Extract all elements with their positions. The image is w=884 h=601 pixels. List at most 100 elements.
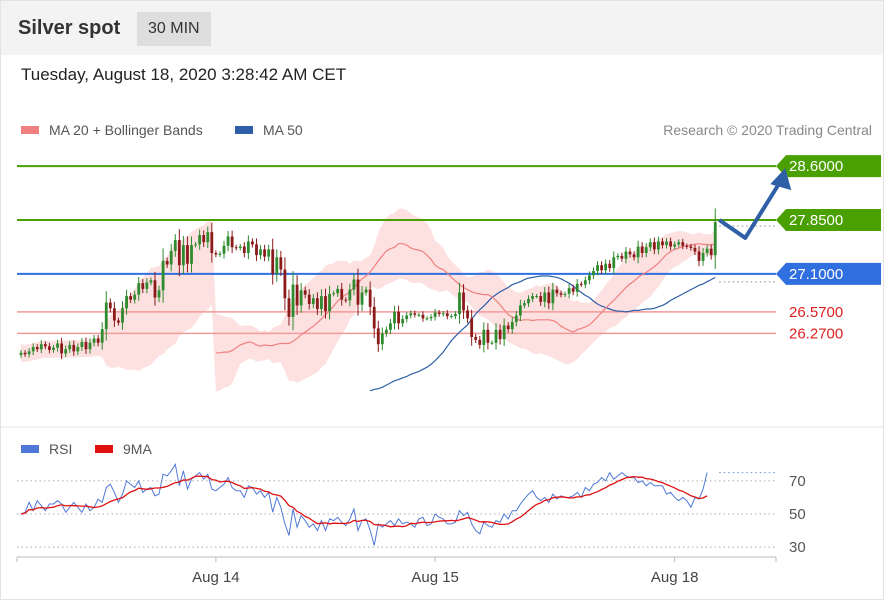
ma50-legend-label: MA 50 — [263, 122, 303, 138]
candle-body — [157, 290, 161, 298]
candle-body — [474, 337, 478, 340]
candle-body — [332, 293, 336, 295]
candle-body — [543, 292, 547, 302]
timestamp: Tuesday, August 18, 2020 3:28:42 AM CET — [21, 65, 347, 84]
candle-body — [535, 296, 539, 298]
rsi-tick-label: 50 — [789, 506, 806, 523]
ma50-legend-swatch — [235, 126, 253, 134]
candle-body — [567, 288, 571, 294]
candle-body — [210, 232, 214, 253]
ma9-legend-label: 9MA — [123, 441, 152, 457]
candle-body — [401, 319, 405, 324]
candle-body — [230, 236, 234, 248]
candle-body — [129, 296, 133, 300]
candle-body — [19, 352, 23, 355]
candle-body — [588, 275, 591, 281]
candle-body — [360, 292, 364, 305]
candle-body — [510, 321, 514, 330]
candle-body — [669, 241, 672, 247]
candle-body — [194, 244, 197, 246]
candle-body — [226, 236, 230, 246]
candle-body — [251, 241, 254, 245]
projection-arrow — [718, 168, 792, 283]
candle-body — [376, 328, 380, 345]
candle-body — [701, 253, 705, 261]
candle-body — [490, 342, 494, 344]
pivot-label: 27.1000 — [789, 266, 843, 283]
candle-body — [299, 290, 303, 306]
candle-body — [539, 296, 543, 302]
candle-body — [644, 247, 648, 253]
candle-body — [665, 241, 668, 246]
candle-body — [470, 318, 474, 337]
candle-body — [429, 316, 433, 319]
candle-body — [632, 254, 636, 258]
resistance-label-1: 28.6000 — [789, 158, 843, 175]
candle-body — [125, 296, 128, 309]
candle-body — [458, 292, 461, 315]
candle-body — [35, 347, 39, 350]
candle-body — [52, 347, 55, 350]
timeframe-badge[interactable]: 30 MIN — [137, 12, 211, 46]
candle-body — [604, 263, 608, 271]
candle-body — [287, 298, 291, 317]
candle-body — [478, 339, 482, 345]
candle-body — [693, 247, 697, 252]
candle-body — [437, 312, 441, 315]
candle-body — [153, 280, 157, 298]
candle-body — [324, 296, 327, 312]
candle-body — [454, 314, 457, 317]
candle-body — [295, 284, 299, 306]
moving-averages — [215, 243, 716, 392]
candle-body — [311, 298, 315, 304]
ma20-line — [215, 243, 716, 354]
candle-body — [681, 242, 685, 246]
candle-body — [596, 265, 599, 271]
candle-body — [697, 251, 701, 261]
candle-body — [466, 310, 469, 319]
candle-body — [583, 280, 587, 285]
candle-body — [413, 313, 417, 315]
candle-body — [72, 344, 76, 352]
candle-body — [64, 349, 68, 354]
candle-body — [372, 306, 376, 329]
candles — [19, 208, 717, 360]
candle-body — [43, 344, 47, 347]
research-credit: Research © 2020 Trading Central — [663, 122, 872, 138]
candle-body — [80, 342, 84, 348]
candle-body — [433, 312, 437, 317]
candle-body — [592, 270, 595, 276]
candle-body — [620, 255, 624, 259]
candle-body — [96, 338, 100, 343]
candle-body — [685, 245, 689, 247]
candle-body — [133, 294, 137, 300]
candle-body — [56, 343, 59, 348]
candle-body — [441, 313, 445, 315]
x-tick-label: Aug 18 — [651, 569, 699, 586]
candle-body — [190, 245, 193, 264]
candle-body — [242, 246, 246, 253]
candle-body — [600, 265, 603, 271]
candle-body — [506, 325, 510, 330]
candle-body — [283, 269, 287, 299]
candle-body — [661, 241, 664, 246]
candle-body — [657, 241, 660, 250]
candle-body — [169, 250, 173, 265]
candle-body — [340, 288, 344, 300]
candle-body — [100, 329, 104, 343]
candle-body — [482, 329, 486, 345]
candle-body — [449, 316, 453, 318]
candle-body — [709, 248, 713, 256]
candle-body — [320, 296, 323, 309]
candle-body — [575, 283, 579, 292]
candle-body — [92, 338, 96, 343]
candle-body — [121, 308, 124, 323]
candle-body — [315, 298, 319, 309]
candle-body — [238, 246, 242, 248]
candle-body — [84, 342, 88, 350]
price-levels: 28.6000 27.8500 27.1000 26.5700 26.2700 — [17, 155, 881, 342]
candle-body — [76, 347, 80, 352]
candle-body — [27, 351, 31, 355]
